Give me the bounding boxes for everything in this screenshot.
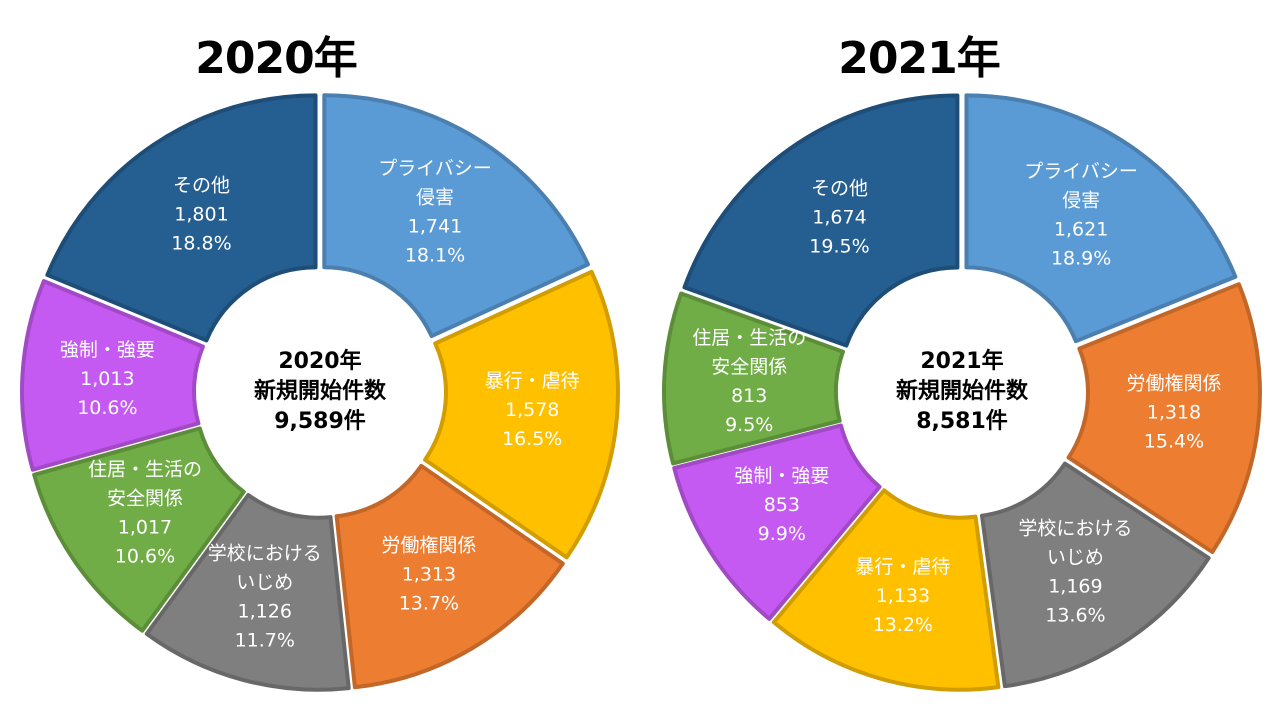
- slice-category-label: 暴行・虐待: [855, 556, 950, 578]
- slice-value-label: 1,013: [80, 368, 134, 390]
- slice-category-label: プライバシー: [378, 158, 492, 180]
- slice-category-label: 学校における: [1018, 517, 1132, 539]
- slice-category-label: 安全関係: [711, 356, 787, 378]
- slice-percent-label: 18.8%: [171, 233, 231, 255]
- donut-slice: [32, 426, 246, 633]
- slice-percent-label: 10.6%: [77, 397, 137, 419]
- center-label: 新規開始件数: [896, 378, 1029, 404]
- slice-value-label: 1,318: [1147, 401, 1201, 423]
- slice-category-label: 住居・生活の: [88, 458, 202, 480]
- donut-slice: [20, 279, 205, 472]
- slice-value-label: 853: [764, 494, 800, 516]
- slice-category-label: 侵害: [1062, 189, 1100, 211]
- slice-category-label: その他: [173, 175, 230, 197]
- center-label: 2020年: [278, 348, 361, 374]
- slice-value-label: 813: [731, 385, 767, 407]
- slice-value-label: 1,169: [1048, 575, 1102, 597]
- donut-hole: [208, 280, 432, 504]
- slice-value-label: 1,133: [876, 585, 930, 607]
- slice-percent-label: 16.5%: [502, 428, 562, 450]
- slice-category-label: 強制・強要: [60, 339, 155, 361]
- donut-slice: [334, 463, 565, 690]
- slice-value-label: 1,126: [238, 601, 292, 623]
- slice-category-label: 侵害: [416, 187, 454, 209]
- slice-category-label: 学校における: [208, 543, 322, 565]
- donut-slice: [423, 269, 620, 560]
- donut-hole: [850, 280, 1074, 504]
- slice-value-label: 1,674: [812, 206, 866, 228]
- center-label: 8,581件: [916, 409, 1008, 434]
- slice-percent-label: 9.5%: [725, 414, 773, 436]
- slice-value-label: 1,621: [1054, 218, 1108, 240]
- slice-percent-label: 13.2%: [873, 614, 933, 636]
- donut-slice: [322, 93, 590, 339]
- donut-slice: [662, 291, 845, 466]
- slice-category-label: 暴行・虐待: [485, 370, 580, 392]
- slice-value-label: 1,801: [174, 204, 228, 226]
- donut-slice: [771, 488, 1001, 692]
- slice-value-label: 1,017: [118, 516, 172, 538]
- slice-percent-label: 19.5%: [809, 235, 869, 257]
- slice-category-label: いじめ: [1047, 546, 1104, 568]
- slice-category-label: いじめ: [236, 572, 293, 594]
- chart-title-2021: 2021年: [838, 33, 1000, 84]
- slice-category-label: プライバシー: [1024, 160, 1138, 182]
- slice-percent-label: 10.6%: [115, 545, 175, 567]
- slice-percent-label: 18.1%: [405, 245, 465, 267]
- slice-category-label: 労働権関係: [1126, 372, 1221, 394]
- slice-percent-label: 13.7%: [399, 593, 459, 615]
- slice-category-label: 住居・生活の: [692, 327, 806, 349]
- chart-title-2020: 2020年: [195, 33, 357, 84]
- slice-value-label: 1,313: [402, 564, 456, 586]
- slice-percent-label: 13.6%: [1045, 604, 1105, 626]
- center-label: 9,589件: [274, 409, 366, 434]
- slice-category-label: 強制・強要: [734, 465, 829, 487]
- slice-category-label: その他: [811, 177, 868, 199]
- slice-value-label: 1,578: [505, 399, 559, 421]
- slice-category-label: 安全関係: [107, 487, 183, 509]
- donut-slice: [45, 93, 318, 343]
- slice-value-label: 1,741: [408, 216, 462, 238]
- donut-slice: [144, 492, 351, 692]
- donut-slice: [672, 423, 882, 621]
- slice-percent-label: 15.4%: [1144, 430, 1204, 452]
- slice-category-label: 労働権関係: [381, 535, 476, 557]
- slice-percent-label: 18.9%: [1051, 247, 1111, 269]
- donut-slice: [1066, 282, 1262, 555]
- slice-percent-label: 11.7%: [235, 630, 295, 652]
- donut-slice: [964, 93, 1238, 344]
- center-label: 新規開始件数: [254, 378, 387, 404]
- donut-slice: [979, 461, 1211, 689]
- center-label: 2021年: [920, 348, 1003, 374]
- slice-percent-label: 9.9%: [758, 523, 806, 545]
- donut-slice: [682, 93, 960, 348]
